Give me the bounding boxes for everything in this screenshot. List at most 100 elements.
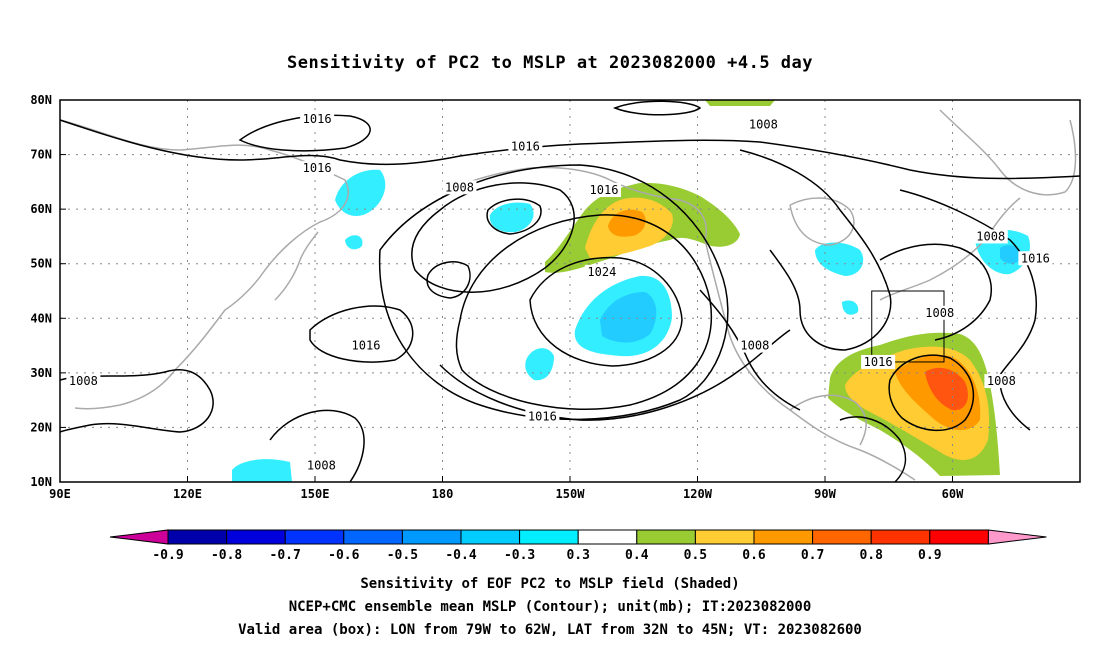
contour-1008-north-america: [739, 149, 892, 351]
colorbar-label: -0.3: [504, 548, 535, 563]
coastline-japan: [274, 231, 319, 301]
lat-tick-label: 50N: [30, 257, 52, 271]
lon-tick-label: 60W: [942, 487, 964, 501]
lat-tick-label: 80N: [30, 93, 52, 107]
contour-label-bg: [584, 264, 619, 279]
lon-tick-label: 90W: [814, 487, 836, 501]
colorbar-swatch: [226, 529, 286, 545]
lat-tick-label: 30N: [30, 366, 52, 380]
negative-anomaly-labrador-core: [1000, 245, 1022, 264]
contour-label-bg: [349, 338, 383, 353]
contour-1016-central-pacific: [309, 305, 414, 363]
contour-label-bg: [746, 117, 781, 132]
contour-1008-south: [269, 409, 365, 483]
contour-label-bg: [508, 139, 543, 154]
lon-tick-label: 90E: [49, 487, 71, 501]
gridlines: [60, 100, 1080, 482]
colorbar-label: 0.7: [801, 548, 824, 563]
colorbar-label: -0.5: [387, 548, 418, 563]
contour-1008-bering-inner: [486, 198, 542, 235]
contour-label: 1008: [69, 374, 98, 388]
contour-1020-pacific-high: [455, 214, 712, 411]
contour-label: 1016: [590, 183, 619, 197]
lon-tick-label: 120E: [173, 487, 202, 501]
contour-1016-pacific-high-outer: [378, 164, 729, 421]
contour-label-bg: [304, 458, 339, 473]
contour-label: 1016: [528, 410, 557, 424]
contour-label: 1008: [307, 459, 336, 473]
colorbar-low-end: [109, 529, 169, 545]
latitude-tick-labels: 80N 70N 60N 50N 40N 30N 20N 10N: [30, 93, 66, 489]
coastline-gulf-of-mexico: [789, 394, 867, 446]
lon-tick-label: 120W: [683, 487, 713, 501]
contour-label: 1016: [303, 161, 332, 175]
contour-1008-caribbean: [839, 416, 907, 483]
contour-1016-south: [439, 329, 791, 421]
contour-1008-arctic: [612, 100, 702, 116]
negative-anomaly-hudson: [815, 242, 864, 276]
lon-tick-label: 180: [432, 487, 454, 501]
colorbar-swatch: [577, 529, 638, 545]
colorbar-label: 0.5: [684, 548, 707, 563]
contour-1008-aleutian-low: [426, 261, 471, 299]
negative-anomaly-great-lakes: [842, 300, 859, 315]
colorbar-swatch: [343, 529, 403, 545]
colorbar-swatch: [929, 529, 989, 545]
negative-anomaly-philippine-sea: [232, 459, 292, 482]
lon-tick-label: 150E: [301, 487, 330, 501]
colorbar-swatch: [284, 529, 345, 545]
coastline-east-coast: [879, 197, 1021, 301]
contour-1024-pacific-high: [529, 256, 683, 367]
colorbar-swatch: [401, 529, 462, 545]
lat-tick-label: 10N: [30, 475, 52, 489]
coastline-north-america: [704, 239, 916, 481]
contour-label-bg: [442, 180, 477, 195]
contour-label: 1008: [749, 118, 778, 132]
contour-1008-east-canada: [879, 243, 992, 341]
colorbar-swatch: [167, 529, 228, 545]
longitude-tick-labels: 90E 120E 150E 180 150W 120W 90W 60W: [49, 476, 964, 501]
positive-anomaly-arctic: [705, 100, 775, 106]
contour-label: 1008: [740, 339, 769, 353]
contour-1016-atlantic: [899, 189, 1037, 431]
contour-label-bg: [1018, 251, 1053, 266]
colorbar-swatch: [870, 529, 931, 545]
contour-label: 1008: [976, 229, 1005, 243]
negative-anomaly-bering: [489, 202, 534, 233]
colorbar-swatch: [753, 529, 814, 545]
contour-label: 1016: [1021, 251, 1050, 265]
contour-label: 1016: [352, 339, 381, 353]
colorbar-label: 0.4: [625, 548, 649, 563]
contour-label-bg: [984, 374, 1019, 389]
contour-label: 1016: [303, 112, 332, 126]
contour-1016-arctic: [238, 114, 371, 152]
colorbar-label: 0.6: [742, 548, 766, 563]
colorbar-label: -0.9: [152, 548, 183, 563]
contour-1008-atlantic-low: [888, 354, 975, 432]
caption-line-3: Valid area (box): LON from 79W to 62W, L…: [238, 622, 862, 638]
colorbar-label: 0.3: [566, 548, 589, 563]
coastlines: [59, 109, 1077, 481]
contour-label-bg: [861, 354, 896, 369]
caption-line-2: NCEP+CMC ensemble mean MSLP (Contour); u…: [289, 599, 812, 615]
contour-label-bg: [66, 374, 101, 389]
colorbar-swatch: [460, 529, 521, 545]
contour-label-bg: [525, 409, 560, 424]
contour-label-bg: [922, 305, 957, 320]
colorbar-swatch: [694, 529, 755, 545]
contour-1008-west-pacific: [59, 369, 214, 433]
colorbar-label: 0.9: [918, 548, 941, 563]
contour-label-bg: [300, 161, 335, 176]
colorbar-label: 0.8: [859, 548, 883, 563]
contour-label: 1016: [864, 355, 893, 369]
contour-label: 1008: [445, 180, 474, 194]
contour-labels: 1016 1016 1008 1016 1008 1016 1024 1008 1016 1008…: [66, 112, 1053, 473]
coastline-alaska: [449, 166, 707, 241]
contour-1008-western-us: [699, 289, 801, 411]
contour-1008-bering-outer: [411, 182, 575, 293]
lat-tick-label: 20N: [30, 420, 52, 434]
coastline-hudson-bay: [789, 197, 855, 246]
valid-area-box: [871, 290, 945, 363]
lat-tick-label: 70N: [30, 148, 52, 162]
